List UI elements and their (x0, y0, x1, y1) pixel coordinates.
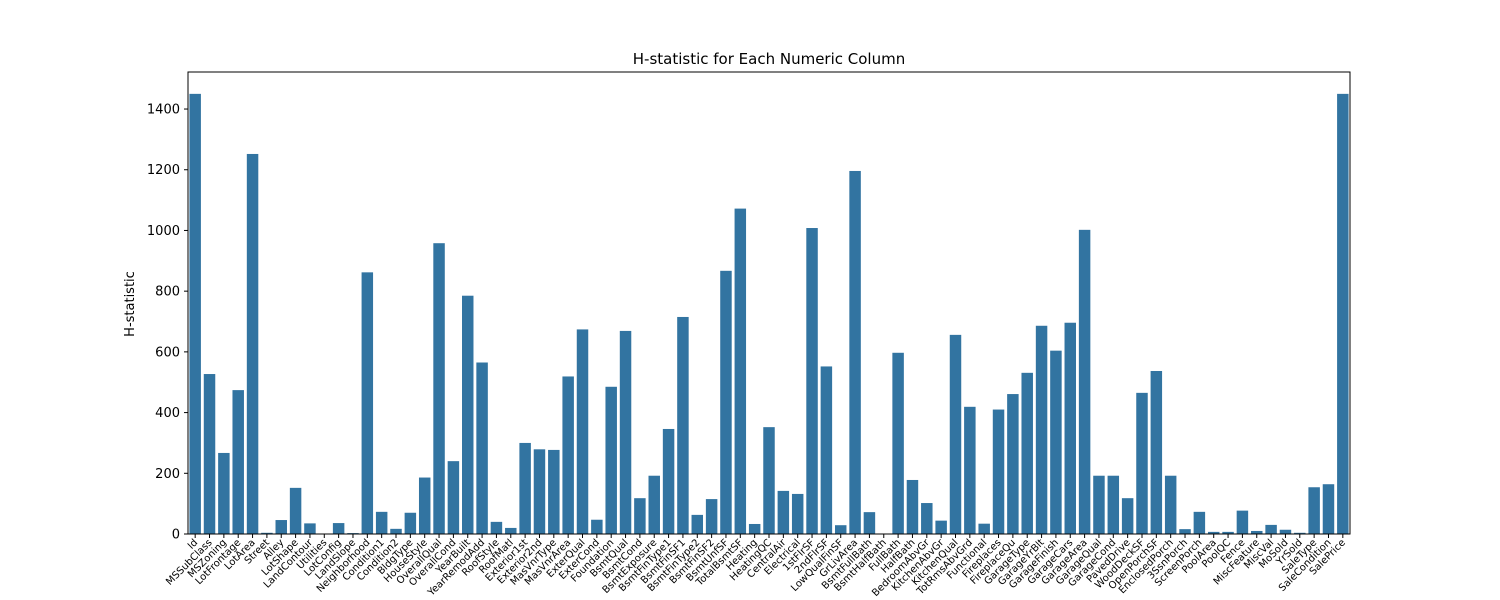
x-axis: IdMSSubClassMSZoningLotFrontageLotAreaSt… (164, 534, 1348, 599)
bar-HeatingQC (763, 427, 775, 534)
bar-Condition1 (375, 511, 388, 534)
bar-Fence (1236, 510, 1249, 534)
bar-Alley (275, 520, 287, 534)
y-tick-label: 0 (172, 528, 180, 543)
bar-LowQualFinSF (834, 525, 847, 534)
y-tick-label: 1200 (147, 163, 180, 178)
bar-GarageCars (1064, 322, 1076, 534)
bar-BsmtFinType2 (691, 514, 704, 534)
bar-RoofStyle (490, 521, 503, 534)
bar-Heating (748, 523, 761, 534)
bar-HalfBath (906, 479, 919, 534)
y-tick-label: 200 (155, 467, 180, 482)
bar-MoSold (1279, 529, 1292, 534)
bar-GarageType (1021, 372, 1033, 534)
bar-GarageFinish (1050, 350, 1062, 534)
bar-BsmtFinSF2 (705, 499, 718, 534)
bar-GarageArea (1078, 229, 1091, 534)
y-axis: 0 200 400 600 800 1000 1200 1400 (147, 103, 188, 543)
bar-LotArea (246, 153, 259, 534)
bar-MiscVal (1265, 524, 1277, 534)
bar-ExterQual (576, 329, 589, 534)
bar-MiscFeature (1251, 530, 1263, 534)
bar-TotalBsmtSF (734, 208, 747, 534)
bar-YearRemodAdd (476, 362, 488, 534)
bar-GarageQual (1093, 475, 1105, 534)
bar-LotFrontage (232, 390, 244, 534)
bar-Exterior1st (519, 442, 531, 534)
y-tick-label: 800 (155, 285, 180, 300)
plot-frame (187, 71, 1351, 535)
bar-PoolQC (1222, 531, 1234, 534)
bar-LotConfig (332, 523, 345, 534)
bar-SaleType (1308, 487, 1320, 534)
y-tick-label: 1000 (147, 224, 180, 239)
bar-MSSubClass (203, 374, 216, 534)
bar-OverallCond (447, 461, 460, 534)
bar-Condition2 (390, 528, 402, 534)
bars (189, 93, 1349, 535)
bar-Street (261, 532, 273, 534)
bar-HouseStyle (418, 477, 431, 534)
bar-BsmtUnfSF (720, 270, 732, 534)
bar-SalePrice (1337, 93, 1349, 535)
bar-BsmtFinType1 (662, 428, 675, 534)
bar-Fireplaces (992, 409, 1005, 534)
chart-title: H-statistic for Each Numeric Column (633, 50, 905, 68)
bar-Neighborhood (361, 272, 374, 534)
bar-LotShape (289, 487, 302, 534)
bar-CentralAir (777, 490, 790, 534)
bar-GarageYrBlt (1035, 325, 1048, 534)
bar-Id (189, 93, 201, 535)
bar-BsmtExposure (648, 475, 660, 534)
bar-Foundation (605, 386, 617, 534)
bar-ExterCond (591, 519, 603, 534)
bar-EnclosedPorch (1164, 475, 1177, 534)
bar-LandContour (304, 523, 316, 534)
bar-MasVnrArea (562, 376, 574, 534)
bar-RoofMatl (505, 527, 517, 534)
bar-1stFlrSF (806, 228, 818, 534)
y-axis-label: H-statistic (123, 271, 138, 337)
bar-FireplaceQu (1007, 394, 1019, 534)
bar-Functional (978, 523, 990, 534)
y-tick-label: 600 (155, 345, 180, 360)
bar-BsmtFullBath (863, 512, 876, 534)
bar-BsmtCond (634, 498, 646, 534)
bar-ScreenPorch (1193, 511, 1206, 534)
bar-SaleCondition (1322, 484, 1335, 534)
bar-OverallQual (433, 243, 445, 534)
bar-2ndFlrSF (820, 366, 833, 534)
bar-PoolArea (1207, 531, 1220, 534)
y-tick-label: 1400 (147, 103, 180, 118)
bar-GarageCond (1107, 475, 1120, 534)
bar-KitchenAbvGr (935, 520, 947, 534)
bar-BsmtFinSF1 (677, 316, 689, 534)
bar-PavedDrive (1121, 498, 1134, 534)
bar-YrSold (1294, 532, 1306, 534)
bar-BedroomAbvGr (921, 503, 933, 534)
bar-WoodDeckSF (1136, 392, 1148, 534)
bar-3SsnPorch (1179, 529, 1191, 534)
bar-TotRmsAbvGrd (964, 406, 976, 534)
bar-YearBuilt (462, 295, 474, 534)
bar-KitchenQual (949, 334, 962, 534)
bar-OpenPorchSF (1150, 370, 1163, 534)
bar-Exterior2nd (533, 449, 546, 534)
bar-MSZoning (218, 452, 230, 534)
bar-Electrical (791, 493, 804, 534)
y-tick-label: 400 (155, 406, 180, 421)
bar-GrLivArea (849, 170, 861, 534)
bar-MasVnrType (548, 449, 560, 534)
bar-BldgType (404, 512, 417, 534)
bar-FullBath (892, 352, 904, 534)
bar-BsmtQual (619, 330, 632, 534)
